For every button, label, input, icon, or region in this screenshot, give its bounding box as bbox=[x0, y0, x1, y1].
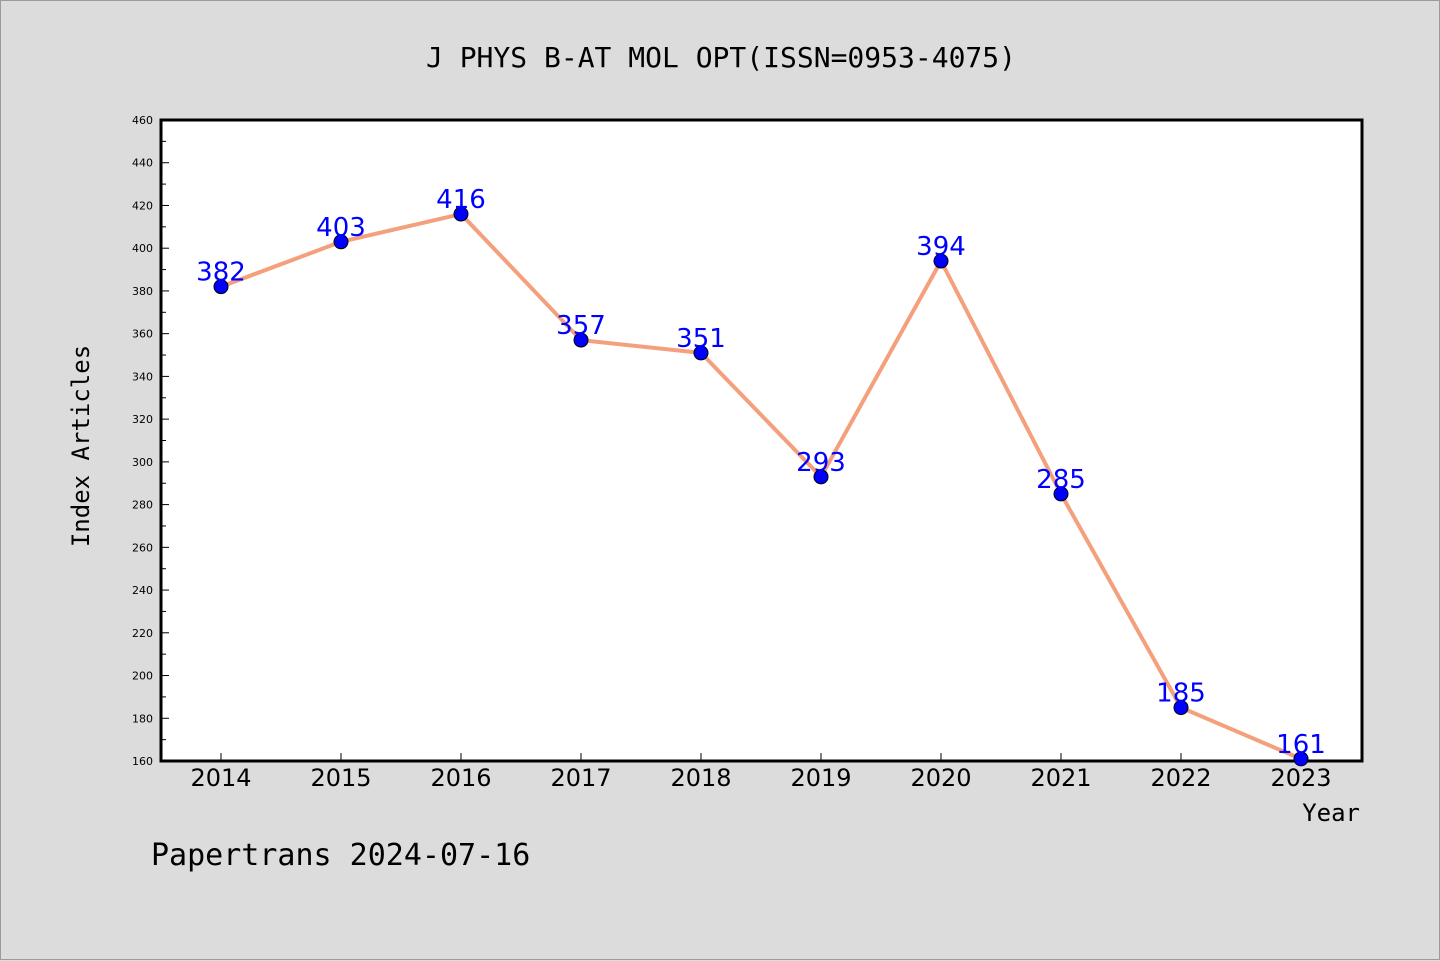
y-tick-label: 280 bbox=[132, 499, 153, 512]
x-tick-label: 2015 bbox=[310, 764, 371, 792]
data-label: 403 bbox=[316, 213, 366, 243]
y-axis-label: Index Articles bbox=[67, 345, 95, 547]
y-tick-label: 320 bbox=[132, 413, 153, 426]
plot-area bbox=[159, 118, 1364, 763]
data-label: 416 bbox=[436, 185, 486, 215]
y-tick-label: 180 bbox=[132, 712, 153, 725]
x-tick-label: 2016 bbox=[430, 764, 491, 792]
data-point bbox=[693, 345, 709, 361]
x-axis: 2014 2015 2016 2017 2018 2019 2020 2021 2022 2023 bbox=[190, 753, 1332, 792]
data-markers bbox=[213, 206, 1309, 767]
y-tick-label: 200 bbox=[132, 670, 153, 683]
data-label: 161 bbox=[1276, 730, 1326, 760]
data-label: 357 bbox=[556, 311, 606, 341]
y-tick-label: 360 bbox=[132, 328, 153, 341]
y-tick-label: 240 bbox=[132, 584, 153, 597]
y-tick-label: 340 bbox=[132, 370, 153, 383]
footer-credit: Papertrans 2024-07-16 bbox=[151, 838, 530, 873]
x-tick-label: 2017 bbox=[550, 764, 611, 792]
data-point bbox=[213, 279, 229, 295]
data-point bbox=[1053, 486, 1069, 502]
x-axis-label: Year bbox=[1302, 799, 1360, 827]
y-tick-label: 300 bbox=[132, 456, 153, 469]
y-tick-label: 260 bbox=[132, 541, 153, 554]
data-point bbox=[333, 234, 349, 250]
y-tick-label: 220 bbox=[132, 627, 153, 640]
series-polyline bbox=[220, 212, 1302, 761]
y-tick-label: 440 bbox=[132, 157, 153, 170]
data-label: 293 bbox=[796, 448, 846, 478]
data-label: 351 bbox=[676, 324, 726, 354]
y-tick-label: 160 bbox=[132, 755, 153, 768]
data-point bbox=[453, 206, 469, 222]
data-point bbox=[1293, 751, 1309, 767]
data-label: 185 bbox=[1156, 679, 1206, 709]
x-tick-label: 2020 bbox=[910, 764, 971, 792]
data-point bbox=[1173, 700, 1189, 716]
data-label: 394 bbox=[916, 232, 966, 262]
series-line bbox=[220, 212, 1302, 761]
y-tick-label: 400 bbox=[132, 242, 153, 255]
chart-title: J PHYS B-AT MOL OPT(ISSN=0953-4075) bbox=[426, 41, 1016, 74]
data-point bbox=[573, 332, 589, 348]
data-labels: 382 403 416 357 351 293 394 285 185 161 bbox=[196, 185, 1326, 760]
y-axis: 160 180 200 220 240 260 280 300 320 340 360 380 400 4… bbox=[132, 114, 169, 768]
y-tick-label: 380 bbox=[132, 285, 153, 298]
x-tick-label: 2021 bbox=[1030, 764, 1091, 792]
x-tick-label: 2014 bbox=[190, 764, 251, 792]
data-point bbox=[933, 253, 949, 269]
x-tick-label: 2018 bbox=[670, 764, 731, 792]
data-point bbox=[813, 469, 829, 485]
y-tick-label: 460 bbox=[132, 114, 153, 127]
x-tick-label: 2023 bbox=[1270, 764, 1331, 792]
x-tick-label: 2019 bbox=[790, 764, 851, 792]
data-label: 382 bbox=[196, 258, 246, 288]
x-tick-label: 2022 bbox=[1150, 764, 1211, 792]
data-label: 285 bbox=[1036, 465, 1086, 495]
y-tick-label: 420 bbox=[132, 199, 153, 212]
